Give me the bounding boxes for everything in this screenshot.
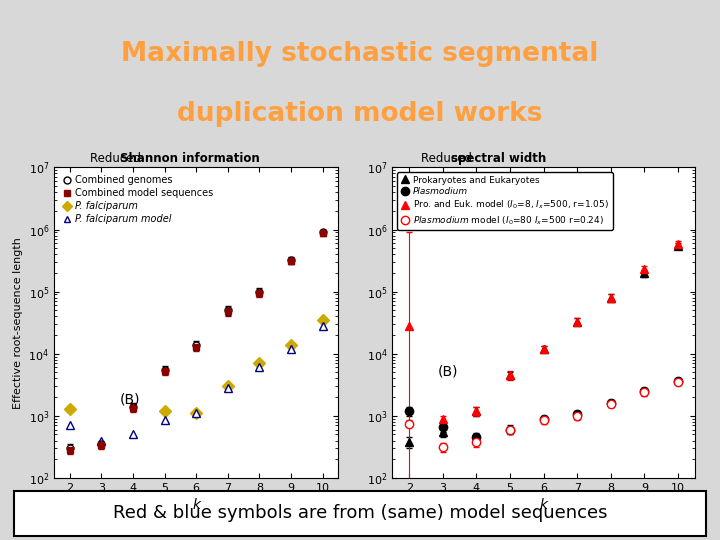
FancyBboxPatch shape [14, 491, 706, 536]
Text: Reduced: Reduced [90, 152, 145, 165]
Text: (B): (B) [120, 393, 140, 407]
Text: Shannon information: Shannon information [120, 152, 260, 165]
Text: Red & blue symbols are from (same) model sequences: Red & blue symbols are from (same) model… [113, 504, 607, 522]
Text: duplication model works: duplication model works [177, 102, 543, 127]
X-axis label: k: k [539, 498, 548, 512]
Legend: Combined genomes, Combined model sequences, P. falciparum, P. falciparum model: Combined genomes, Combined model sequenc… [59, 172, 217, 227]
Legend: Prokaryotes and Eukaryotes, Plasmodium, Pro. and Euk. model ($I_0$=8, $I_x$=500,: Prokaryotes and Eukaryotes, Plasmodium, … [397, 172, 613, 230]
Text: Reduced: Reduced [421, 152, 476, 165]
Text: Maximally stochastic segmental: Maximally stochastic segmental [121, 42, 599, 68]
Text: spectral width: spectral width [451, 152, 546, 165]
X-axis label: k: k [192, 498, 200, 512]
Text: (B): (B) [438, 364, 458, 379]
Y-axis label: Effective root-sequence length: Effective root-sequence length [13, 237, 23, 409]
